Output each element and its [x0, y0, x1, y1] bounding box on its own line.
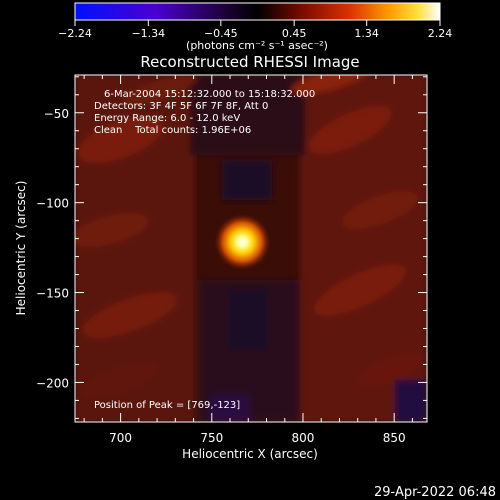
colorbar-tick-marks — [74, 20, 441, 26]
colorbar-unit-label: (photons cm⁻² s⁻¹ asec⁻²) — [186, 39, 328, 52]
y-tick-label: −50 — [44, 107, 69, 121]
info-energy-range: Energy Range: 6.0 - 12.0 keV — [94, 113, 240, 124]
x-axis-tick-labels: 700 750 800 850 — [109, 431, 405, 445]
colorbar — [74, 2, 441, 21]
colorbar-tick-label: 0.45 — [282, 27, 307, 40]
x-axis-ticks — [83, 75, 413, 422]
colorbar-tick-label: −2.24 — [58, 27, 92, 40]
footer-timestamp: 29-Apr-2022 06:48 — [374, 485, 496, 500]
x-tick-label: 800 — [292, 431, 315, 445]
colorbar-tick-label: 1.34 — [354, 27, 379, 40]
x-tick-label: 850 — [383, 431, 406, 445]
info-time-range: 6-Mar-2004 15:12:32.000 to 15:18:32.000 — [104, 89, 315, 100]
x-axis-label: Heliocentric X (arcsec) — [182, 447, 318, 461]
y-tick-label: −100 — [36, 197, 69, 211]
info-peak-position: Position of Peak = [769,-123] — [94, 400, 240, 411]
colorbar-tick-label: −1.34 — [131, 27, 165, 40]
info-detectors: Detectors: 3F 4F 5F 6F 7F 8F, Att 0 — [94, 101, 268, 112]
y-axis-ticks — [75, 76, 427, 419]
y-axis-tick-labels: −50 −100 −150 −200 — [36, 107, 69, 391]
y-axis-label: Heliocentric Y (arcsec) — [14, 181, 28, 316]
info-method-counts: Clean Total counts: 1.96E+06 — [94, 125, 251, 136]
colorbar-tick-label: 2.24 — [428, 27, 453, 40]
heatmap-image — [75, 75, 427, 422]
chart-title: Reconstructed RHESSI Image — [140, 53, 359, 71]
x-tick-label: 700 — [109, 431, 132, 445]
y-tick-label: −150 — [36, 287, 69, 301]
colorbar-tick-labels: −2.24 −1.34 −0.45 0.45 1.34 2.24 — [58, 27, 452, 40]
y-tick-label: −200 — [36, 376, 69, 390]
x-tick-label: 750 — [200, 431, 223, 445]
colorbar-tick-label: −0.45 — [204, 27, 238, 40]
flare-source — [214, 214, 271, 271]
plot-frame — [74, 74, 428, 423]
